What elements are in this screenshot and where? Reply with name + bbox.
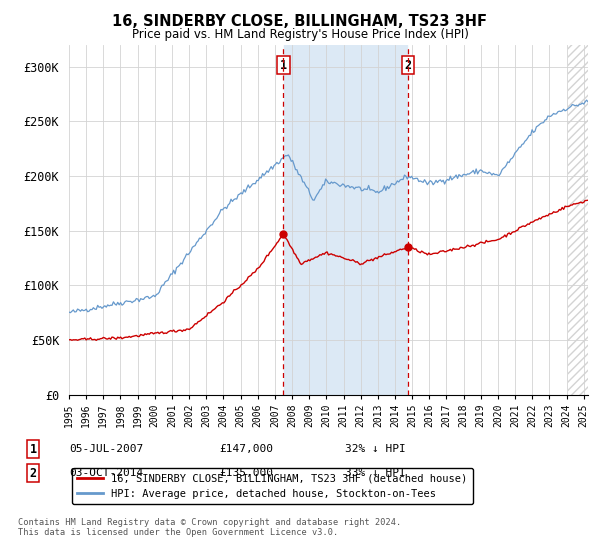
Text: 03-OCT-2014: 03-OCT-2014 (69, 468, 143, 478)
Text: 1: 1 (29, 442, 37, 456)
Text: 1: 1 (280, 59, 287, 72)
Text: Price paid vs. HM Land Registry's House Price Index (HPI): Price paid vs. HM Land Registry's House … (131, 28, 469, 41)
Text: 32% ↓ HPI: 32% ↓ HPI (345, 444, 406, 454)
Text: 2: 2 (404, 59, 412, 72)
Text: 05-JUL-2007: 05-JUL-2007 (69, 444, 143, 454)
Text: 16, SINDERBY CLOSE, BILLINGHAM, TS23 3HF: 16, SINDERBY CLOSE, BILLINGHAM, TS23 3HF (113, 14, 487, 29)
Text: £135,000: £135,000 (219, 468, 273, 478)
Text: 33% ↓ HPI: 33% ↓ HPI (345, 468, 406, 478)
Legend: 16, SINDERBY CLOSE, BILLINGHAM, TS23 3HF (detached house), HPI: Average price, d: 16, SINDERBY CLOSE, BILLINGHAM, TS23 3HF… (71, 468, 473, 505)
Text: 2: 2 (29, 466, 37, 480)
Text: Contains HM Land Registry data © Crown copyright and database right 2024.
This d: Contains HM Land Registry data © Crown c… (18, 518, 401, 538)
Text: £147,000: £147,000 (219, 444, 273, 454)
